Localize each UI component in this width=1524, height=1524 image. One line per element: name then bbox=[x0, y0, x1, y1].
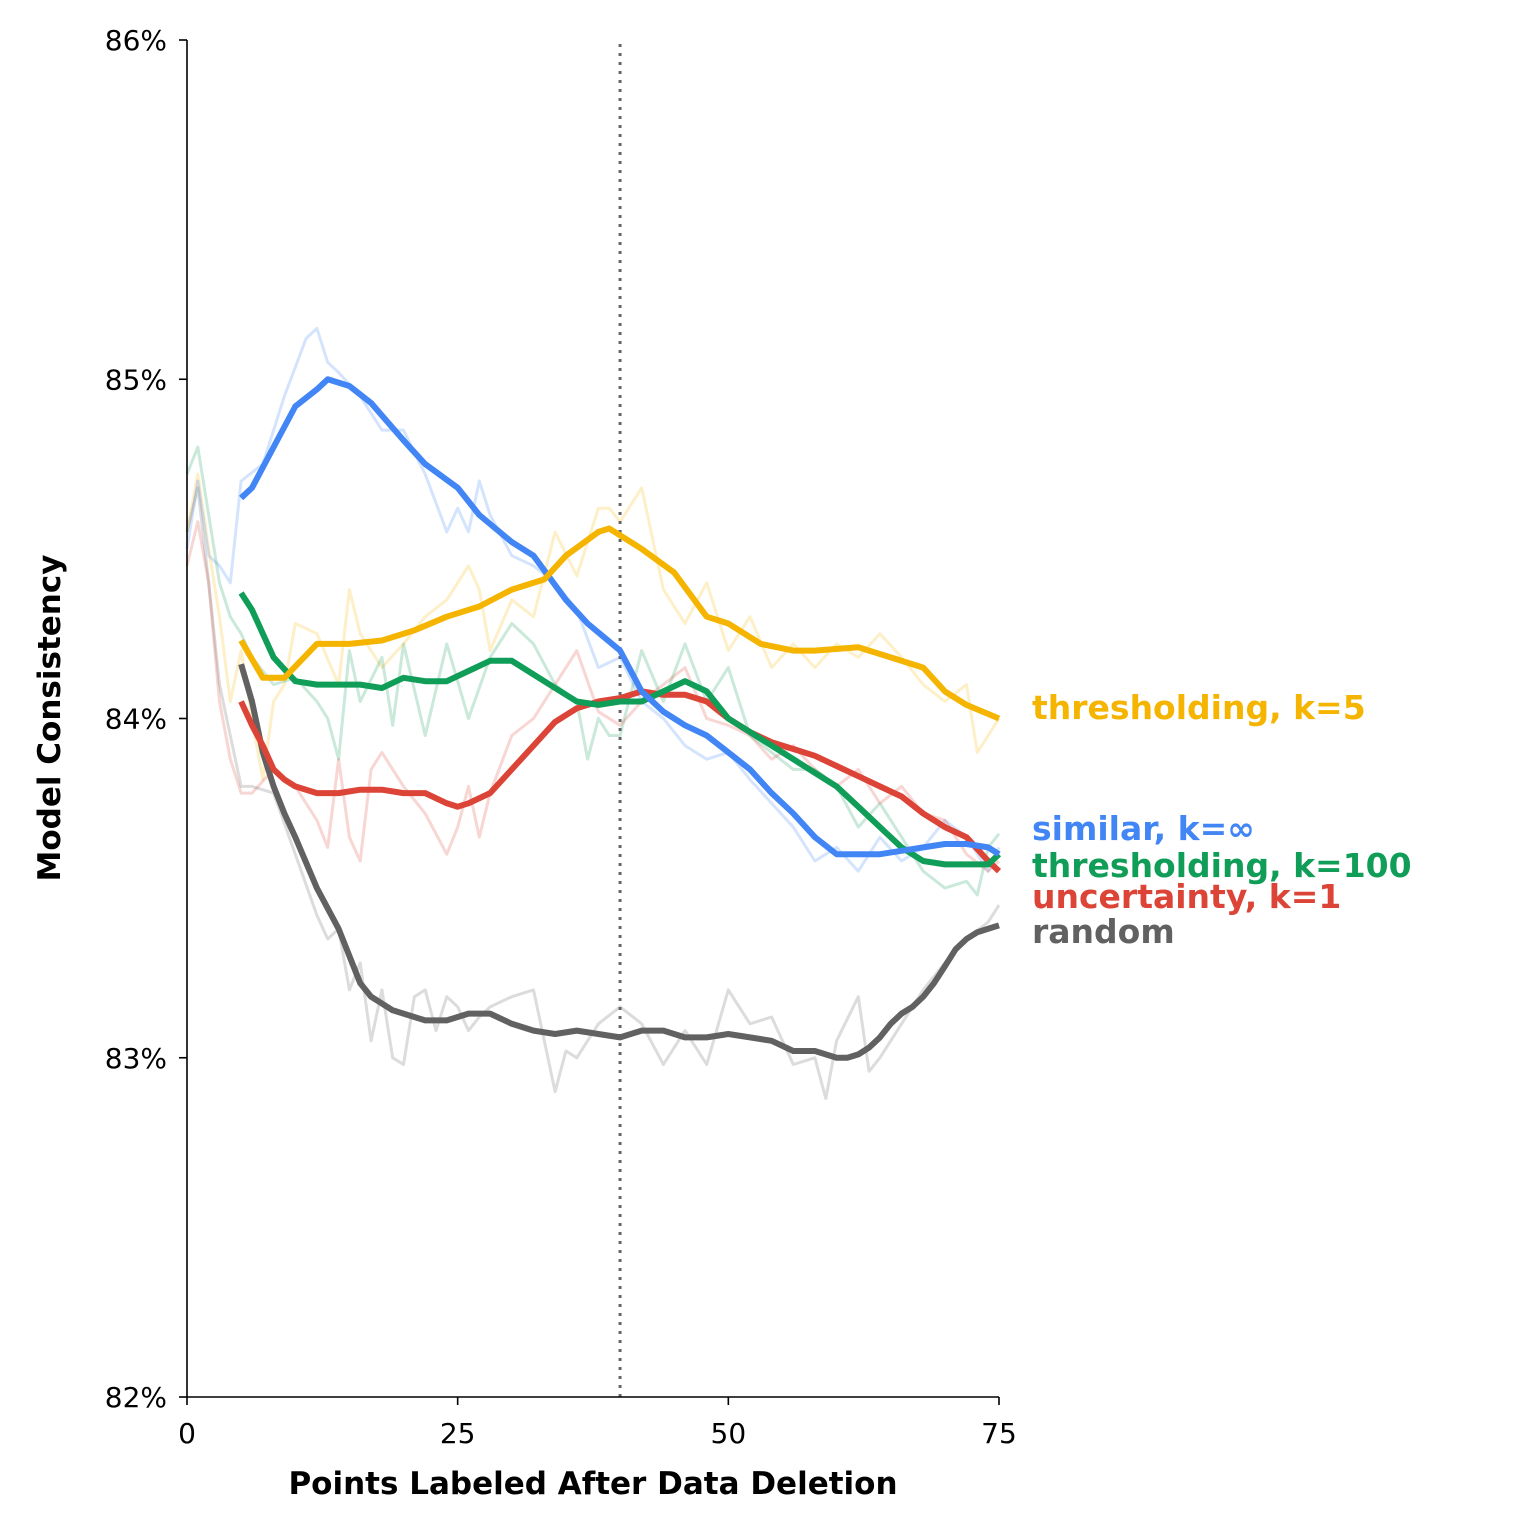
series-label-thresholding-k-5: thresholding, k=5 bbox=[1032, 688, 1366, 727]
series-labels-layer: thresholding, k=5 similar, k=∞thresholdin… bbox=[1032, 688, 1412, 951]
y-tick-label: 85% bbox=[105, 363, 167, 396]
x-tick-label: 25 bbox=[440, 1417, 476, 1450]
y-tick-label: 86% bbox=[105, 24, 167, 57]
smoothed-series-layer bbox=[238, 376, 1002, 1061]
y-tick-label: 84% bbox=[105, 703, 167, 736]
line-similar-k bbox=[239, 376, 1001, 858]
raw-line-uncertainty-k-1 bbox=[185, 520, 1001, 873]
x-tick-label: 75 bbox=[981, 1417, 1017, 1450]
y-axis-title: Model Consistency bbox=[32, 555, 68, 882]
x-tick-label: 0 bbox=[178, 1417, 196, 1450]
series-label-thresholding-k-100: thresholding, k=100 bbox=[1032, 846, 1412, 885]
x-axis-title: Points Labeled After Data Deletion bbox=[288, 1466, 897, 1502]
line-random bbox=[238, 663, 1000, 1061]
y-tick-label: 82% bbox=[105, 1381, 167, 1414]
series-label-similar-k: similar, k=∞ bbox=[1032, 809, 1255, 848]
series-label-random: random bbox=[1032, 912, 1175, 951]
raw-line-similar-k bbox=[185, 326, 1001, 873]
line-thresholding-k-100 bbox=[238, 591, 1002, 868]
axes-layer bbox=[186, 40, 999, 1398]
x-tick-label: 50 bbox=[711, 1417, 747, 1450]
raw-series-layer bbox=[185, 326, 1001, 1100]
line-thresholding-k-5 bbox=[238, 525, 1001, 722]
y-tick-label: 83% bbox=[105, 1042, 167, 1075]
series-label-uncertainty-k-1: uncertainty, k=1 bbox=[1032, 877, 1341, 916]
ticks-layer: 82% 83% 84% 85% 86% 0 25 50 75 bbox=[105, 24, 1017, 1450]
raw-line-random bbox=[185, 486, 1001, 1100]
